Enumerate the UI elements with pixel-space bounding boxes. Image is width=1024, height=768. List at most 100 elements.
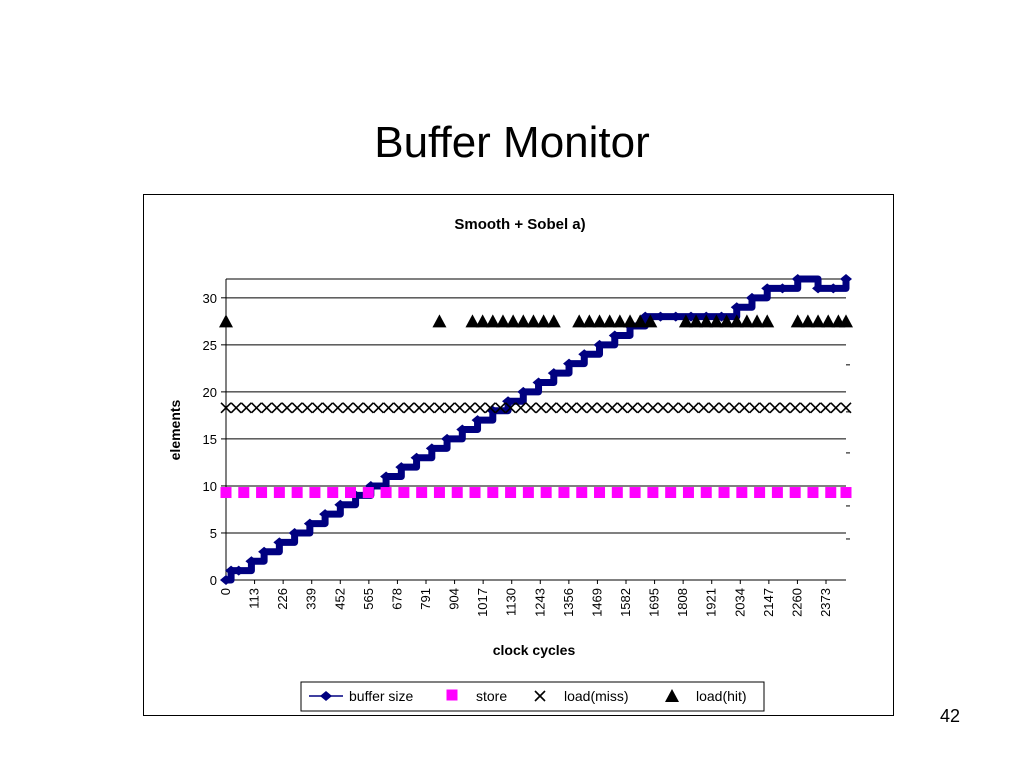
load-hit--point	[800, 314, 815, 328]
load-miss--point	[220, 402, 232, 414]
buffer-size-point	[456, 424, 469, 435]
store-point	[540, 487, 552, 499]
x-tick-label: 1582	[618, 588, 633, 617]
load-hit--point	[821, 314, 836, 328]
store-point	[771, 487, 783, 499]
load-hit--point	[465, 314, 480, 328]
load-hit--point	[643, 314, 658, 328]
load-miss--point	[332, 402, 344, 414]
store-point	[362, 487, 374, 499]
load-miss--point	[769, 402, 781, 414]
load-hit--point	[526, 314, 541, 328]
store-point	[220, 487, 232, 499]
store-point	[291, 487, 303, 499]
load-hit--point	[546, 314, 561, 328]
x-tick-label: 0	[218, 588, 233, 595]
load-miss--point	[687, 402, 700, 414]
load-miss--point	[576, 402, 588, 414]
load-hit--point	[219, 314, 233, 328]
buffer-size-point	[220, 575, 232, 585]
load-miss--point	[505, 402, 517, 414]
x-tick-label: 1469	[589, 588, 604, 617]
load-miss--point	[545, 402, 557, 414]
store-point	[309, 487, 321, 499]
x-tick-label: 1356	[561, 588, 576, 617]
load-miss--point	[657, 402, 669, 414]
load-hit--point	[709, 314, 724, 328]
load-miss--point	[423, 402, 435, 414]
store-point	[718, 487, 730, 499]
load-hit--point	[729, 314, 744, 328]
load-miss--point	[271, 402, 283, 414]
buffer-size-point	[776, 283, 789, 294]
load-hit--point	[485, 314, 500, 328]
load-miss--point	[677, 402, 689, 414]
x-tick-labels: 0 113 226 339 452 565 678 791 904 1017 1130 1243 135…	[218, 588, 833, 617]
load-hit--point	[506, 314, 521, 328]
store-point	[398, 487, 410, 499]
store-point	[522, 487, 534, 499]
load-hit--point	[719, 314, 734, 328]
store-point	[629, 487, 641, 499]
load-miss--point	[637, 402, 649, 414]
buffer-size-point	[730, 302, 743, 313]
store-point	[700, 487, 712, 499]
load-miss--point	[555, 402, 567, 414]
y-tick-label: 25	[203, 338, 217, 353]
load-hit--point	[760, 314, 775, 328]
chart-title: Smooth + Sobel a)	[454, 216, 585, 233]
load-hit--point	[582, 314, 597, 328]
legend-marker-store	[446, 689, 458, 701]
load-miss--point	[362, 402, 374, 414]
x-tick-label: 226	[275, 588, 290, 610]
load-miss--point	[799, 402, 811, 414]
load-miss--point	[484, 402, 496, 414]
load-hit--point	[536, 314, 551, 328]
load-miss--point	[261, 402, 273, 414]
load-miss--point	[433, 402, 446, 414]
store-point	[789, 487, 801, 499]
load-miss--point	[789, 402, 801, 414]
load-miss--point	[535, 402, 547, 414]
load-miss--point	[311, 402, 324, 414]
load-miss--point	[301, 402, 313, 414]
load-miss--point	[626, 402, 639, 414]
load-miss--point	[403, 402, 415, 414]
buffer-size-point	[334, 499, 347, 510]
load-hit--point	[475, 314, 490, 328]
legend-box	[300, 681, 765, 712]
buffer-size-point	[319, 509, 332, 520]
load-hit--point	[750, 314, 765, 328]
buffer-size-point	[654, 311, 667, 322]
x-tick-label: 1921	[704, 588, 719, 617]
legend: buffer size store load(miss) load(hit)	[300, 681, 765, 712]
buffer-size-point	[532, 377, 545, 388]
legend-label: load(hit)	[696, 688, 747, 704]
legend-label: buffer size	[349, 688, 414, 704]
buffer-size-point	[578, 349, 591, 360]
store-point	[238, 487, 250, 499]
load-hit--point	[572, 314, 587, 328]
load-hit--point	[612, 314, 627, 328]
series-load-hit-	[219, 314, 853, 328]
store-point	[273, 487, 285, 499]
load-hit--point	[432, 314, 447, 328]
x-tick-label: 2260	[789, 588, 804, 617]
buffer-size-point	[258, 546, 271, 557]
x-tick-label: 113	[247, 588, 262, 609]
store-point	[469, 487, 481, 499]
load-hit--point	[739, 314, 754, 328]
y-tick-label: 10	[203, 479, 217, 494]
x-tick-label: 1243	[532, 588, 547, 617]
load-miss--point	[809, 402, 822, 414]
y-tick-label: 30	[203, 291, 217, 306]
legend-item-load-hit-: load(hit)	[665, 688, 747, 704]
load-miss--point	[383, 402, 395, 414]
legend-label: store	[476, 688, 507, 704]
x-tick-label: 678	[389, 588, 404, 610]
load-miss--point	[494, 402, 506, 414]
x-tick-label: 2034	[732, 588, 747, 617]
load-miss--point	[444, 402, 456, 414]
load-miss--point	[372, 402, 385, 414]
slide-title: Buffer Monitor	[374, 118, 650, 167]
